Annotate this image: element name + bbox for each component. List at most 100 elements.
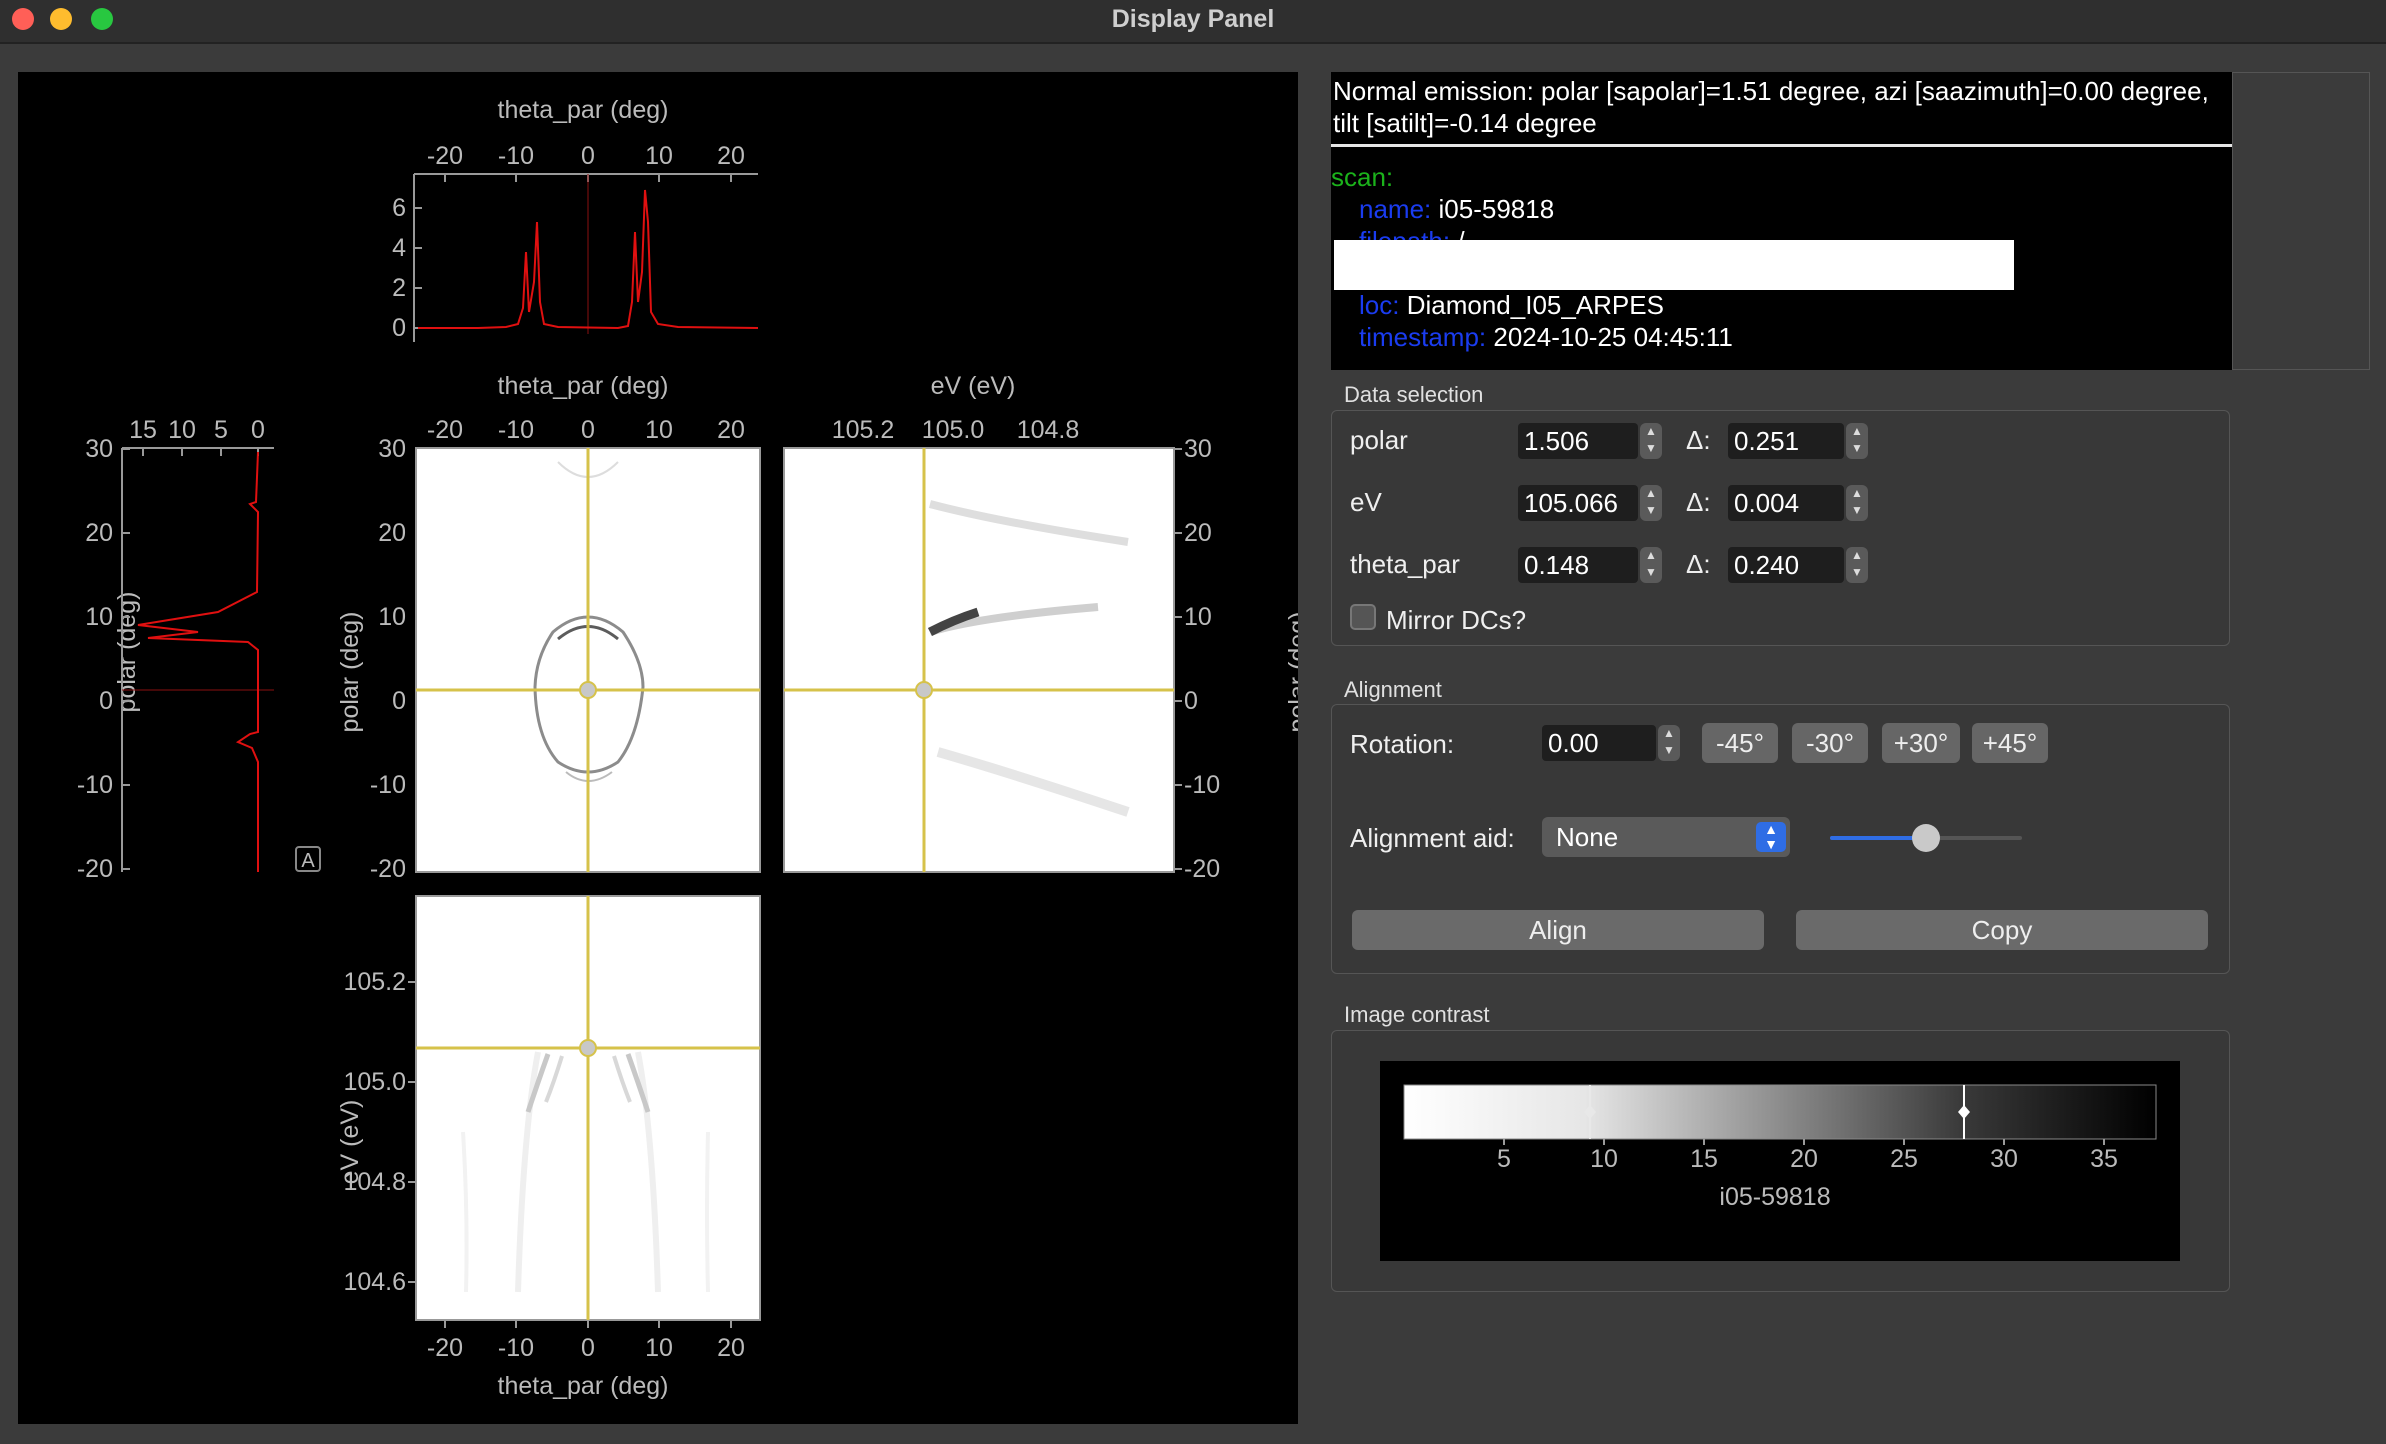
colorbar-tick: 15 [1690,1145,1718,1173]
ev-label: eV [1350,487,1382,517]
rotate-minus-30-button[interactable]: -30° [1792,723,1868,763]
theta-par-delta-field[interactable]: 0.240 [1728,547,1844,583]
center-plot-xtick: -10 [498,416,534,444]
center-plot-xtick: 20 [717,416,745,444]
colorbar-tick: 30 [1990,1145,2018,1173]
data-selection-group: polar 1.506 ▲ ▼ Δ: 0.251 ▲ ▼ eV 105.066 ▲ ▼… [1331,410,2230,646]
ev-delta-label: Δ: [1686,487,1711,517]
slider-knob[interactable] [1912,824,1940,852]
top-plot-ytick: 2 [392,274,406,302]
mirror-dcs-checkbox[interactable] [1350,604,1376,630]
mirror-dcs-label: Mirror DCs? [1386,605,1527,635]
left-plot-axes [121,447,274,872]
plot-panel[interactable]: theta_par (deg) -20 -10 0 10 20 6 4 2 0 … [18,72,1312,1424]
colorbar-tick: 25 [1890,1145,1918,1173]
minimize-button[interactable] [50,8,72,30]
rotation-field[interactable]: 0.00 [1542,725,1656,761]
bottom-map[interactable] [415,895,761,1321]
left-plot-ytick: -10 [77,771,113,799]
contrast-widget[interactable]: 5 10 15 20 25 30 35 i05-59818 [1380,1061,2180,1261]
rotation-stepper[interactable]: ▲ ▼ [1658,725,1680,761]
center-plot-ytick: 0 [392,687,406,715]
chevron-updown-icon: ▲ ▼ [1756,822,1786,852]
theta-par-delta-stepper[interactable]: ▲ ▼ [1846,547,1868,583]
scan-key: scan: [1331,162,1394,192]
image-contrast-title: Image contrast [1344,1002,1490,1027]
redacted-path [1334,240,2014,290]
right-plot-ticks [1174,448,1182,870]
contrast-low-handle[interactable] [1584,1105,1596,1119]
left-plot-xtick: 15 [129,416,157,444]
left-plot-ytick: 30 [85,435,113,463]
ev-value-stepper[interactable]: ▲ ▼ [1640,485,1662,521]
polar-delta-stepper[interactable]: ▲ ▼ [1846,423,1868,459]
top-plot-xtick: 0 [581,142,595,170]
right-map[interactable] [783,447,1175,873]
center-plot-xtick: 0 [581,416,595,444]
colorbar-tick: 35 [2090,1145,2118,1173]
loc-value: Diamond_I05_ARPES [1406,290,1664,320]
data-selection-title: Data selection [1344,382,1484,407]
center-plot-ytick: 30 [378,435,406,463]
polar-label: polar [1350,425,1408,455]
right-cursor-handle[interactable] [915,681,933,699]
colorbar-tick: 5 [1497,1145,1511,1173]
normal-emission-text: Normal emission: polar [sapolar]=1.51 de… [1333,76,2209,138]
colorbar [1403,1084,2157,1140]
metadata-text-area[interactable]: Normal emission: polar [sapolar]=1.51 de… [1331,72,2232,370]
copy-button[interactable]: Copy [1796,910,2208,950]
theta-par-value-field[interactable]: 0.148 [1518,547,1638,583]
bottom-plot-ytick: 105.2 [343,968,406,996]
rotate-plus-30-button[interactable]: +30° [1882,723,1960,763]
top-plot-ytick: 4 [392,234,406,262]
polar-value-field[interactable]: 1.506 [1518,423,1638,459]
window-title: Display Panel [1111,5,1275,33]
colorbar-tick: 10 [1590,1145,1618,1173]
bottom-plot-ytick: 104.8 [343,1168,406,1196]
theta-par-delta-label: Δ: [1686,549,1711,579]
bottom-cursor-handle[interactable] [579,1039,597,1057]
polar-delta-label: Δ: [1686,425,1711,455]
right-plot-ytick: -10 [1184,771,1220,799]
alignment-title: Alignment [1344,677,1442,702]
colorbar-label: i05-59818 [1719,1183,1830,1211]
center-plot-ylabel: polar (deg) [336,612,364,733]
center-plot-xtick: -20 [427,416,463,444]
rotate-plus-45-button[interactable]: +45° [1972,723,2048,763]
rotate-minus-45-button[interactable]: -45° [1702,723,1778,763]
right-plot-ytick: 0 [1184,687,1198,715]
contrast-svg[interactable]: 5 10 15 20 25 30 35 i05-59818 [1380,1061,2180,1261]
contrast-high-handle[interactable] [1958,1105,1970,1119]
name-key: name: [1359,194,1432,224]
polar-value-stepper[interactable]: ▲ ▼ [1640,423,1662,459]
bottom-plot-xtick: -20 [427,1334,463,1362]
ev-delta-stepper[interactable]: ▲ ▼ [1846,485,1868,521]
bottom-plot-ylabel: eV (eV) [336,1100,364,1185]
plots-svg[interactable]: theta_par (deg) -20 -10 0 10 20 6 4 2 0 … [18,72,1312,1424]
top-plot-xlabel: theta_par (deg) [498,96,669,124]
center-cursor-handle[interactable] [579,681,597,699]
ev-delta-field[interactable]: 0.004 [1728,485,1844,521]
info-scroll-area[interactable] [2232,72,2370,370]
rotation-label: Rotation: [1350,729,1455,759]
center-map[interactable] [415,447,761,873]
ev-value-field[interactable]: 105.066 [1518,485,1638,521]
alignment-aid-slider[interactable] [1830,823,2022,853]
polar-delta-field[interactable]: 0.251 [1728,423,1844,459]
top-plot-xtick: 10 [645,142,673,170]
top-plot-ytick: 6 [392,194,406,222]
align-button[interactable]: Align [1352,910,1764,950]
zoom-button[interactable] [91,8,113,30]
left-plot-ytick: -20 [77,855,113,883]
left-plot-ytick: 20 [85,519,113,547]
theta-par-value-stepper[interactable]: ▲ ▼ [1640,547,1662,583]
alignment-aid-select[interactable]: None ▲ ▼ [1542,817,1790,857]
bottom-plot-xtick: 20 [717,1334,745,1362]
auto-range-button[interactable]: A [295,846,321,872]
bottom-plot-xtick: -10 [498,1334,534,1362]
alignment-group: Rotation: 0.00 ▲ ▼ -45° -30° +30° +45° Al… [1331,704,2230,974]
name-value: i05-59818 [1438,194,1555,224]
center-plot-xtick: 10 [645,416,673,444]
theta-par-label: theta_par [1350,549,1460,579]
close-button[interactable] [12,8,34,30]
